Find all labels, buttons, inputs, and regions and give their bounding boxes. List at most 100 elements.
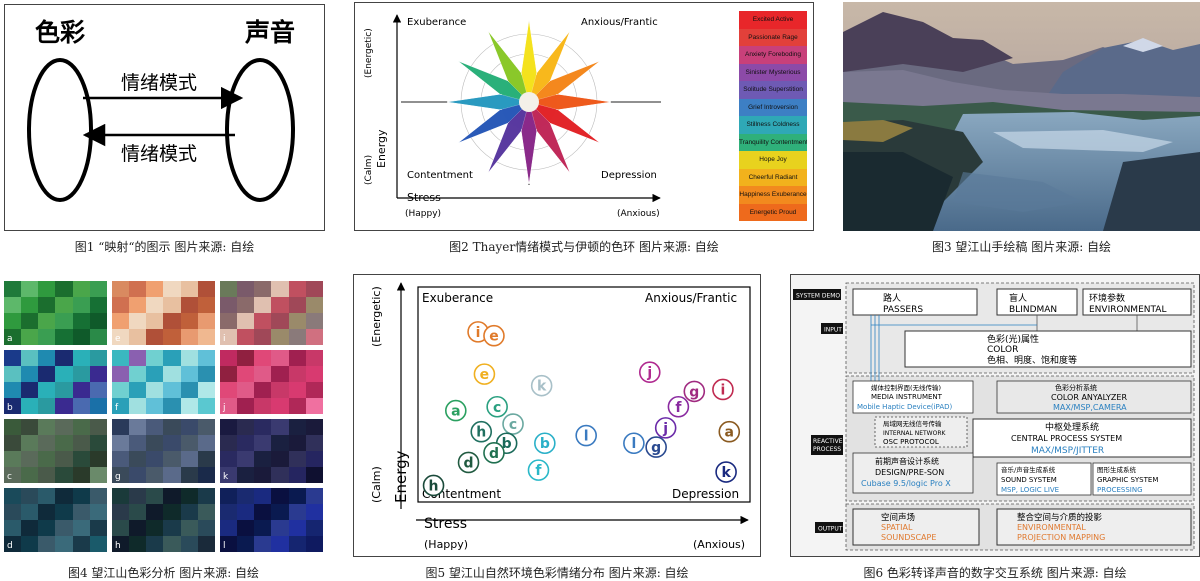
fig4-pixel [197,504,215,520]
fig4-pixel [271,435,289,451]
fig4-pixel [89,435,107,451]
fig4-pixel [146,366,164,382]
fig4-tile-grid: a e i b f j c g k d h l [4,281,323,554]
fig4-pixel [72,281,90,297]
fig4-pixel [254,398,272,414]
fig4-pixel [305,329,323,345]
fig4-pixel [220,467,238,483]
fig4-pixel [129,488,147,504]
fig4-pixel [163,297,181,313]
fig4-pixel [38,520,56,536]
fig4-tile-letter: l [223,541,226,551]
fig4-pixel [197,382,215,398]
fig4-pixel [4,488,22,504]
fig5-q-tl: Exuberance [422,291,493,305]
fig5-caption: 图5 望江山自然环境色彩情绪分布 图片来源: 自绘 [425,566,689,580]
fig4-pixel [163,536,181,552]
fig5-point: b [534,432,556,455]
fig4-pixel [112,366,130,382]
fig4-pixel [55,297,73,313]
fig4-pixel [180,350,198,366]
fig4-pixel [21,488,39,504]
fig4-pixel [197,366,215,382]
fig4-pixel [38,488,56,504]
fig5-point: l [623,432,645,455]
fig4-pixel [146,398,164,414]
fig4-tile: g [112,419,215,483]
fig1-left-ellipse [27,58,93,202]
fig4-pixel [89,504,107,520]
fig4-pixel [271,366,289,382]
fig2-panel: (Energetic) Energy (Calm) Stress (Happy)… [354,2,814,231]
fig4-pixel [72,419,90,435]
fig4-pixel [163,398,181,414]
fig4-pixel [237,488,255,504]
fig4-pixel [129,451,147,467]
fig2-legend-item: Stillness Coldness [739,116,807,134]
fig4-pixel [197,488,215,504]
fig6-env-en: ENVIRONMENTAL [1089,305,1166,315]
fig2-wheel-segment [501,94,529,110]
fig4-pixel [288,451,306,467]
fig4-pixel [305,520,323,536]
fig5-point-label: f [675,400,682,416]
fig4-pixel [38,467,56,483]
fig4-pixel [38,297,56,313]
fig4-pixel [38,313,56,329]
fig1-arrow-top-label: 情绪模式 [121,72,197,94]
fig5-point-label: d [464,455,474,471]
fig4-pixel [21,366,39,382]
fig4-pixel [89,467,107,483]
fig4-pixel [271,419,289,435]
fig6-blindman-en: BLINDMAN [1009,305,1057,315]
fig2-diagram: (Energetic) Energy (Calm) Stress (Happy)… [364,14,661,219]
fig4-pixel [288,504,306,520]
fig4-pixel [55,536,73,552]
fig6-central-tools: MAX/MSP/JITTER [1031,446,1104,456]
fig4-pixel [163,329,181,345]
fig4-tile: d [4,488,107,552]
fig4-pixel [271,313,289,329]
fig4-pixel [21,467,39,483]
fig5-point: j [654,417,677,439]
fig1-diagram: 色彩 声音 情绪模式 情绪模式 [27,18,295,202]
fig4-pixel [197,350,215,366]
fig4-pixel [38,435,56,451]
fig5-point-circle [473,363,496,385]
fig5-point-label: h [429,478,439,494]
fig4-pixel [4,520,22,536]
fig4-pixel [254,366,272,382]
fig6-graphic-en: GRAPHIC SYSTEM [1097,476,1158,484]
fig4-pixel [305,313,323,329]
fig4-pixel [197,520,215,536]
fig4-pixel [180,520,198,536]
fig4-pixel [305,467,323,483]
fig4-tile-letter: b [7,403,13,413]
fig4-pixel [55,435,73,451]
fig4-tile: b [4,350,107,414]
fig4-pixel [288,488,306,504]
fig5-point-label: k [721,465,731,481]
fig4-pixel [89,488,107,504]
fig4-pixel [254,297,272,313]
fig6-spatial-cn: 空间声场 [881,512,915,523]
fig4-pixel [237,435,255,451]
fig4-pixel [305,451,323,467]
fig4-pixel [55,366,73,382]
fig4-pixel [55,398,73,414]
fig5-point: e [473,363,496,385]
fig4-pixel [55,467,73,483]
fig6-design-tools: Cubase 9.5/logic Pro X [861,479,951,488]
fig4-pixel [89,281,107,297]
fig4-pixel [237,520,255,536]
fig4-pixel [112,504,130,520]
fig4-pixel [21,297,39,313]
fig4-pixel [305,435,323,451]
fig4-pixel [129,281,147,297]
fig4-pixel [21,398,39,414]
fig2-caption: 图2 Thayer情绪模式与伊顿的色环 图片来源: 自绘 [449,240,719,254]
fig2-legend-item: Tranquility Contentment [739,133,807,151]
fig4-pixel [112,281,130,297]
fig5-point: f [667,395,690,418]
fig5-point: d [457,451,480,474]
